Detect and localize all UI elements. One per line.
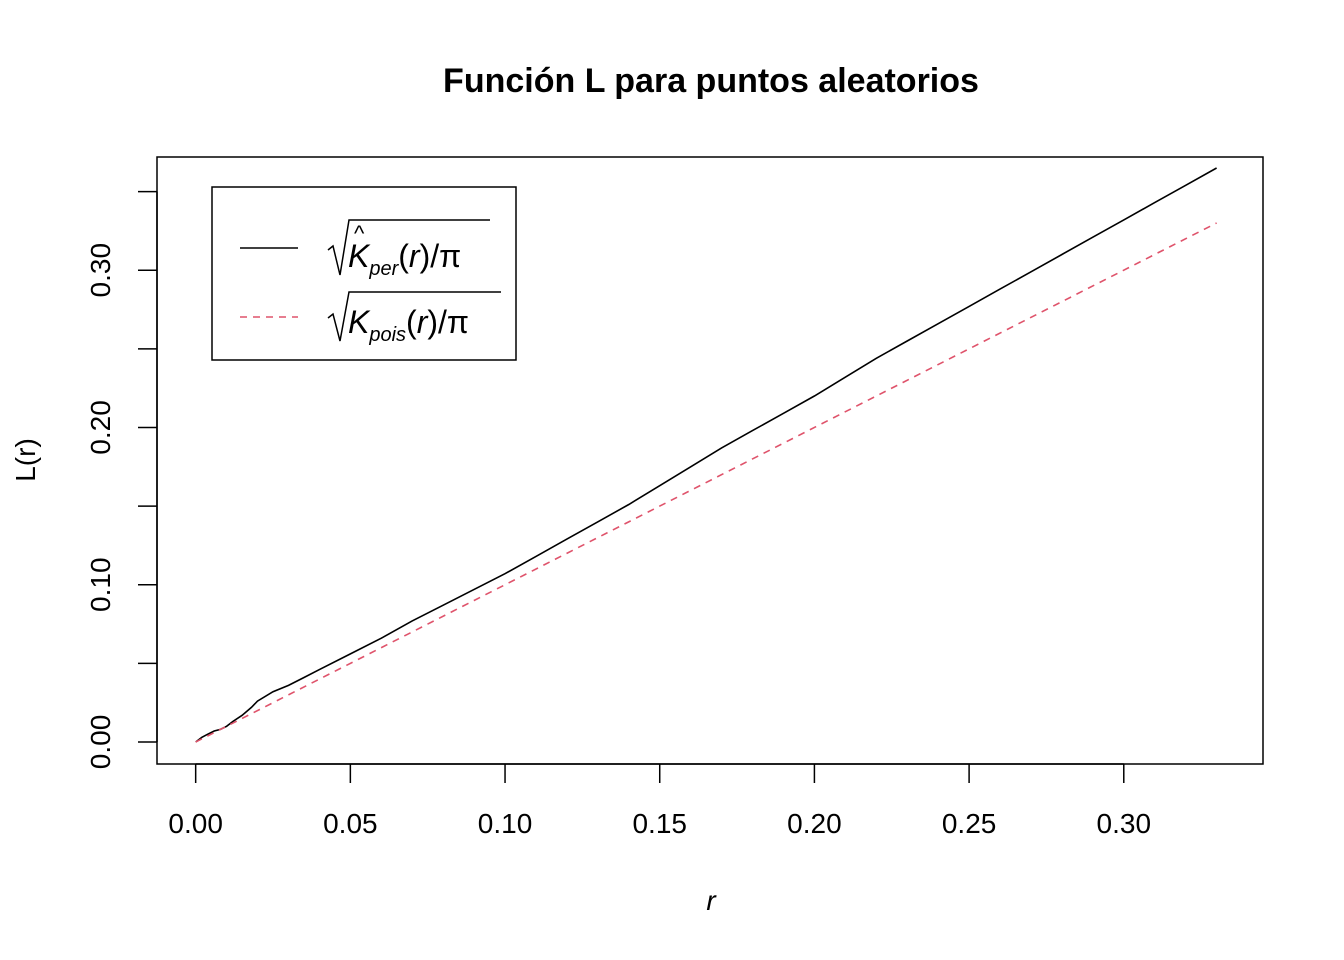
x-axis-label: r <box>706 885 717 916</box>
series-line-pois <box>195 222 1217 743</box>
legend-entry-per: Kper(r)/π ^ <box>327 219 490 280</box>
x-tick-label: 0.25 <box>942 808 997 839</box>
legend-box <box>211 186 517 361</box>
x-tick-label: 0.10 <box>478 808 533 839</box>
x-axis: 0.00 0.05 0.10 0.15 0.20 0.25 0.30 <box>168 763 1152 839</box>
sqrt-symbol-per <box>327 219 490 276</box>
legend-per-arg: (r) <box>398 238 430 274</box>
legend: Kper(r)/π ^ Kpois(r)/π <box>211 186 517 361</box>
svg-text:Kper(r)/π: Kper(r)/π <box>348 238 461 280</box>
hat-mark: ^ <box>354 221 365 246</box>
legend-entry-pois: Kpois(r)/π <box>327 291 501 346</box>
legend-per-div: /π <box>430 238 461 274</box>
legend-pois-base: K <box>348 304 371 340</box>
y-tick-label: 0.10 <box>85 557 116 612</box>
x-tick-label: 0.05 <box>323 808 378 839</box>
y-tick-label: 0.20 <box>85 400 116 455</box>
y-tick-label: 0.00 <box>85 715 116 770</box>
y-axis: 0.00 0.10 0.20 0.30 <box>85 190 158 770</box>
legend-pois-div: /π <box>438 304 469 340</box>
chart-title: Función L para puntos aleatorios <box>443 62 979 100</box>
x-tick-label: 0.15 <box>632 808 687 839</box>
x-tick-label: 0.00 <box>168 808 223 839</box>
legend-pois-sub: pois <box>368 324 406 346</box>
legend-per-base: K <box>348 238 371 274</box>
legend-pois-arg: (r) <box>406 304 438 340</box>
y-tick-label: 0.30 <box>85 243 116 298</box>
legend-per-sub: per <box>368 258 399 280</box>
svg-text:Kpois(r)/π: Kpois(r)/π <box>348 304 469 346</box>
sqrt-symbol-pois <box>327 291 501 342</box>
series-line-per <box>195 167 1217 743</box>
x-tick-label: 0.20 <box>787 808 842 839</box>
y-axis-label: L(r) <box>10 438 41 482</box>
series-layer <box>195 167 1217 743</box>
x-tick-label: 0.30 <box>1097 808 1152 839</box>
